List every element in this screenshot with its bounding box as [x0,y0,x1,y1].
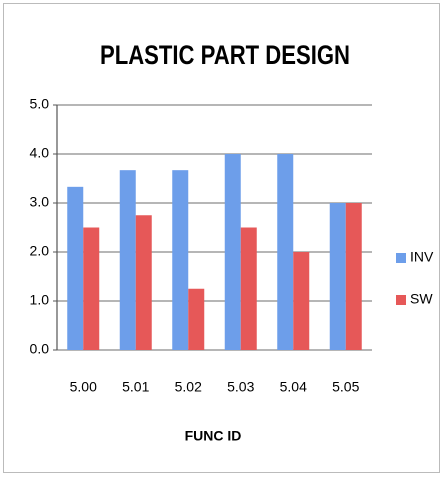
x-axis-label: FUNC ID [185,428,242,444]
bar [224,154,241,350]
chart-title: PLASTIC PART DESIGN [100,40,350,70]
bar [135,215,152,350]
x-tick-label: 5.05 [332,379,359,395]
bar [277,154,294,350]
bar [240,227,257,350]
legend-swatch [396,253,406,263]
bar [119,170,136,350]
bar [293,252,310,350]
bar [83,227,100,350]
legend-swatch [396,295,406,305]
bar [188,288,205,350]
y-tick-label: 5.0 [30,96,50,112]
x-tick-label: 5.00 [70,379,97,395]
legend-label: SW [410,291,433,307]
x-tick-label: 5.02 [175,379,202,395]
y-tick-label: 1.0 [30,292,50,308]
y-tick-label: 2.0 [30,243,50,259]
x-tick-label: 5.01 [122,379,149,395]
y-tick-label: 3.0 [30,194,50,210]
bar [329,203,346,350]
x-tick-label: 5.04 [280,379,307,395]
bar [172,170,189,350]
bar [67,186,84,350]
y-tick-label: 0.0 [30,341,50,357]
bar [345,203,362,350]
y-tick-label: 4.0 [30,145,50,161]
x-tick-label: 5.03 [227,379,254,395]
legend-label: INV [410,249,434,265]
